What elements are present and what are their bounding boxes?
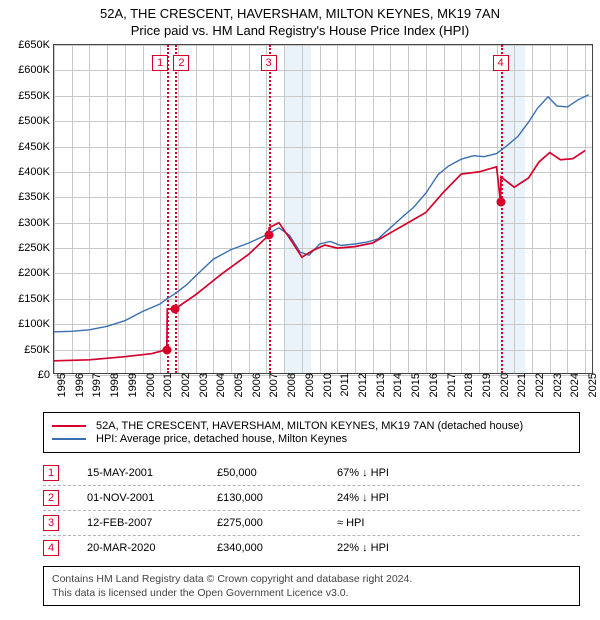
x-tick-label: 2025 bbox=[585, 373, 599, 397]
x-tick-label: 2005 bbox=[231, 373, 245, 397]
x-tick-label: 2024 bbox=[567, 373, 581, 397]
x-tick-label: 2013 bbox=[373, 373, 387, 397]
y-tick-label: £500K bbox=[18, 115, 54, 127]
legend: 52A, THE CRESCENT, HAVERSHAM, MILTON KEY… bbox=[43, 412, 580, 453]
series-svg bbox=[54, 45, 594, 375]
sale-price: £50,000 bbox=[217, 467, 337, 479]
sale-price: £130,000 bbox=[217, 492, 337, 504]
sale-price: £275,000 bbox=[217, 517, 337, 529]
sale-diff: ≈ HPI bbox=[337, 517, 580, 529]
y-tick-label: £600K bbox=[18, 64, 54, 76]
sale-index-box: 1 bbox=[43, 465, 59, 481]
legend-swatch bbox=[52, 425, 86, 427]
x-tick-label: 2010 bbox=[320, 373, 334, 397]
x-tick-label: 2021 bbox=[514, 373, 528, 397]
x-tick-label: 2009 bbox=[302, 373, 316, 397]
x-tick-label: 2020 bbox=[497, 373, 511, 397]
y-tick-label: £350K bbox=[18, 191, 54, 203]
chart-title-line2: Price paid vs. HM Land Registry's House … bbox=[0, 23, 600, 38]
y-tick-label: £50K bbox=[24, 344, 54, 356]
sale-diff: 24% ↓ HPI bbox=[337, 492, 580, 504]
chart-title-line1: 52A, THE CRESCENT, HAVERSHAM, MILTON KEY… bbox=[0, 6, 600, 21]
footer-line1: Contains HM Land Registry data © Crown c… bbox=[52, 572, 571, 586]
sale-index-box: 2 bbox=[43, 490, 59, 506]
sales-table: 1 15-MAY-2001£50,00067% ↓ HPI 2 01-NOV-2001… bbox=[43, 461, 580, 560]
marker-dot bbox=[264, 231, 273, 240]
sale-date: 20-MAR-2020 bbox=[87, 542, 217, 554]
sale-date: 12-FEB-2007 bbox=[87, 517, 217, 529]
marker-dot bbox=[170, 305, 179, 314]
x-tick-label: 1996 bbox=[72, 373, 86, 397]
legend-label: HPI: Average price, detached house, Milt… bbox=[96, 433, 347, 445]
plot-area: £0£50K£100K£150K£200K£250K£300K£350K£400… bbox=[53, 44, 593, 374]
x-tick-label: 1995 bbox=[54, 373, 68, 397]
footer-attribution: Contains HM Land Registry data © Crown c… bbox=[43, 566, 580, 606]
x-tick-label: 2015 bbox=[408, 373, 422, 397]
sale-date: 01-NOV-2001 bbox=[87, 492, 217, 504]
y-tick-label: £150K bbox=[18, 293, 54, 305]
legend-row: HPI: Average price, detached house, Milt… bbox=[52, 433, 571, 445]
legend-row: 52A, THE CRESCENT, HAVERSHAM, MILTON KEY… bbox=[52, 420, 571, 432]
sale-index-box: 4 bbox=[43, 540, 59, 556]
sale-price: £340,000 bbox=[217, 542, 337, 554]
y-tick-label: £300K bbox=[18, 217, 54, 229]
y-tick-label: £450K bbox=[18, 141, 54, 153]
x-tick-label: 2019 bbox=[479, 373, 493, 397]
sale-date: 15-MAY-2001 bbox=[87, 467, 217, 479]
sale-row: 4 20-MAR-2020£340,00022% ↓ HPI bbox=[43, 535, 580, 560]
x-tick-label: 2000 bbox=[143, 373, 157, 397]
chart: £0£50K£100K£150K£200K£250K£300K£350K£400… bbox=[10, 44, 590, 374]
x-tick-label: 2008 bbox=[284, 373, 298, 397]
x-tick-label: 2003 bbox=[196, 373, 210, 397]
x-tick-label: 2001 bbox=[160, 373, 174, 397]
x-tick-label: 1998 bbox=[107, 373, 121, 397]
x-tick-label: 2006 bbox=[249, 373, 263, 397]
sale-diff: 67% ↓ HPI bbox=[337, 467, 580, 479]
x-tick-label: 2014 bbox=[390, 373, 404, 397]
x-tick-label: 2007 bbox=[266, 373, 280, 397]
x-tick-label: 2023 bbox=[550, 373, 564, 397]
series-hpi bbox=[54, 95, 589, 332]
chart-title-block: 52A, THE CRESCENT, HAVERSHAM, MILTON KEY… bbox=[0, 0, 600, 38]
x-tick-label: 1999 bbox=[125, 373, 139, 397]
x-tick-label: 2004 bbox=[213, 373, 227, 397]
y-tick-label: £400K bbox=[18, 166, 54, 178]
sale-row: 2 01-NOV-2001£130,00024% ↓ HPI bbox=[43, 485, 580, 510]
x-tick-label: 2002 bbox=[178, 373, 192, 397]
y-tick-label: £650K bbox=[18, 39, 54, 51]
y-tick-label: £100K bbox=[18, 318, 54, 330]
x-tick-label: 2012 bbox=[355, 373, 369, 397]
y-tick-label: £550K bbox=[18, 90, 54, 102]
y-tick-label: £250K bbox=[18, 242, 54, 254]
marker-dot bbox=[496, 198, 505, 207]
x-tick-label: 2011 bbox=[337, 373, 351, 397]
footer-line2: This data is licensed under the Open Gov… bbox=[52, 586, 571, 600]
x-tick-label: 2022 bbox=[532, 373, 546, 397]
sale-diff: 22% ↓ HPI bbox=[337, 542, 580, 554]
sale-row: 3 12-FEB-2007£275,000≈ HPI bbox=[43, 510, 580, 535]
y-tick-label: £0 bbox=[38, 369, 54, 381]
legend-swatch bbox=[52, 438, 86, 440]
x-tick-label: 2016 bbox=[426, 373, 440, 397]
sale-row: 1 15-MAY-2001£50,00067% ↓ HPI bbox=[43, 461, 580, 485]
sale-index-box: 3 bbox=[43, 515, 59, 531]
y-tick-label: £200K bbox=[18, 267, 54, 279]
legend-label: 52A, THE CRESCENT, HAVERSHAM, MILTON KEY… bbox=[96, 420, 523, 432]
x-tick-label: 1997 bbox=[89, 373, 103, 397]
x-tick-label: 2017 bbox=[444, 373, 458, 397]
series-subject bbox=[54, 151, 585, 361]
x-tick-label: 2018 bbox=[461, 373, 475, 397]
marker-dot bbox=[162, 345, 171, 354]
